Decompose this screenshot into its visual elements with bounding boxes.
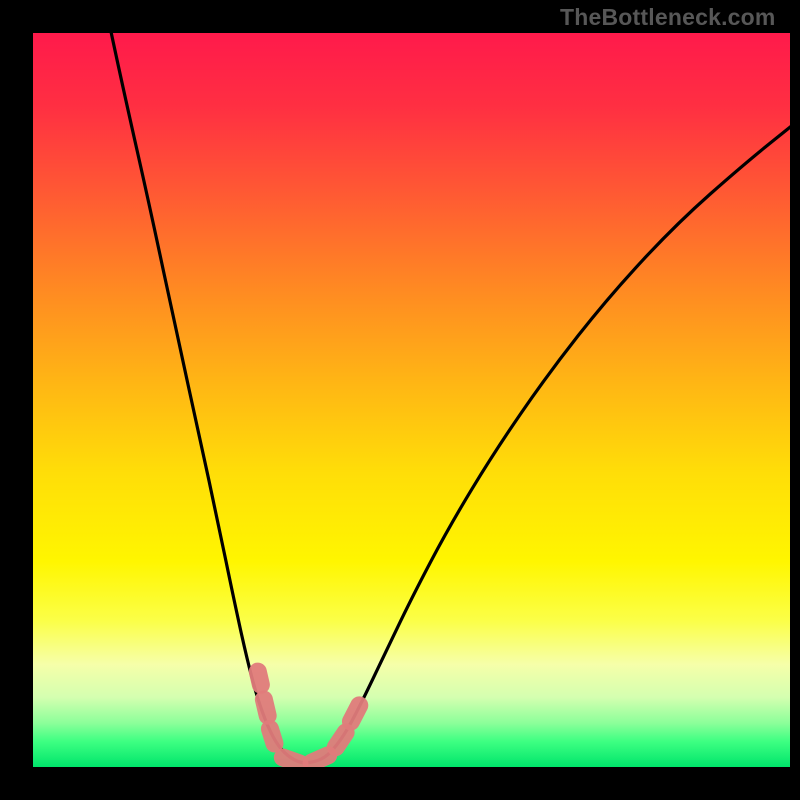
marker-segment bbox=[312, 755, 329, 762]
marker-segment bbox=[264, 699, 268, 715]
marker-segment bbox=[336, 733, 346, 748]
marker-segment bbox=[351, 705, 359, 721]
marker-segment bbox=[283, 757, 300, 763]
bottleneck-curve bbox=[103, 0, 797, 763]
marker-segment bbox=[258, 672, 261, 685]
marker-segment bbox=[270, 729, 275, 744]
chart-svg bbox=[0, 0, 800, 800]
